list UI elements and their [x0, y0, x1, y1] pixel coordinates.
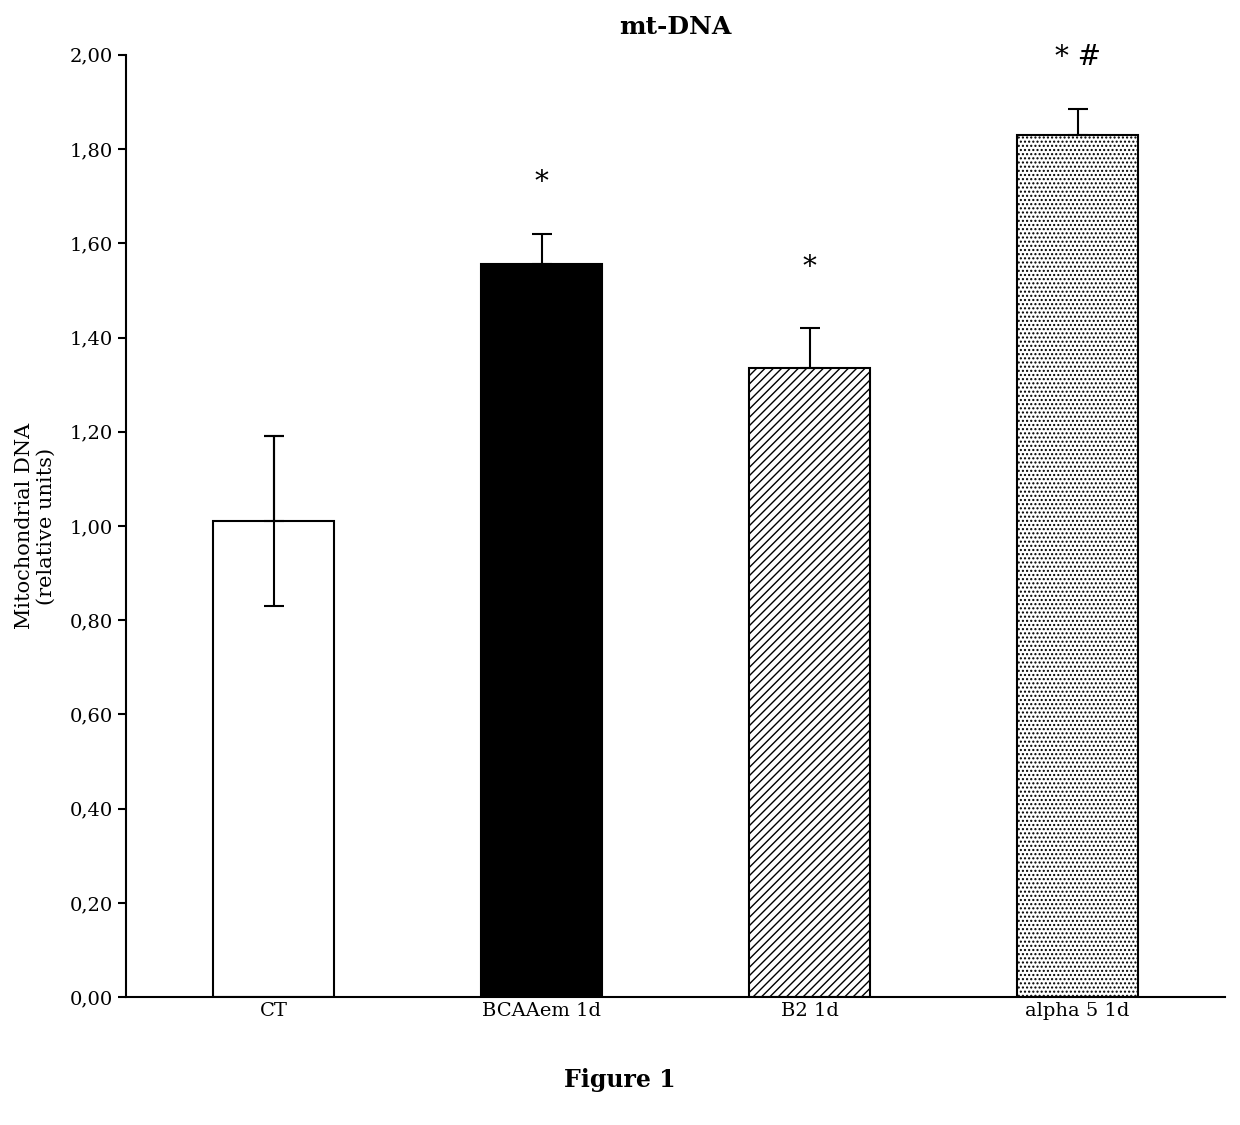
Text: Figure 1: Figure 1: [564, 1068, 676, 1092]
Y-axis label: Mitochondrial DNA
(relative units): Mitochondrial DNA (relative units): [15, 423, 56, 629]
Title: mt-DNA: mt-DNA: [620, 15, 732, 39]
Bar: [481, 264, 601, 997]
Text: *: *: [802, 254, 817, 281]
Bar: [1017, 135, 1138, 997]
Text: * #: * #: [1054, 44, 1101, 71]
Text: *: *: [534, 169, 548, 196]
Bar: [213, 521, 334, 997]
Bar: [749, 368, 870, 997]
